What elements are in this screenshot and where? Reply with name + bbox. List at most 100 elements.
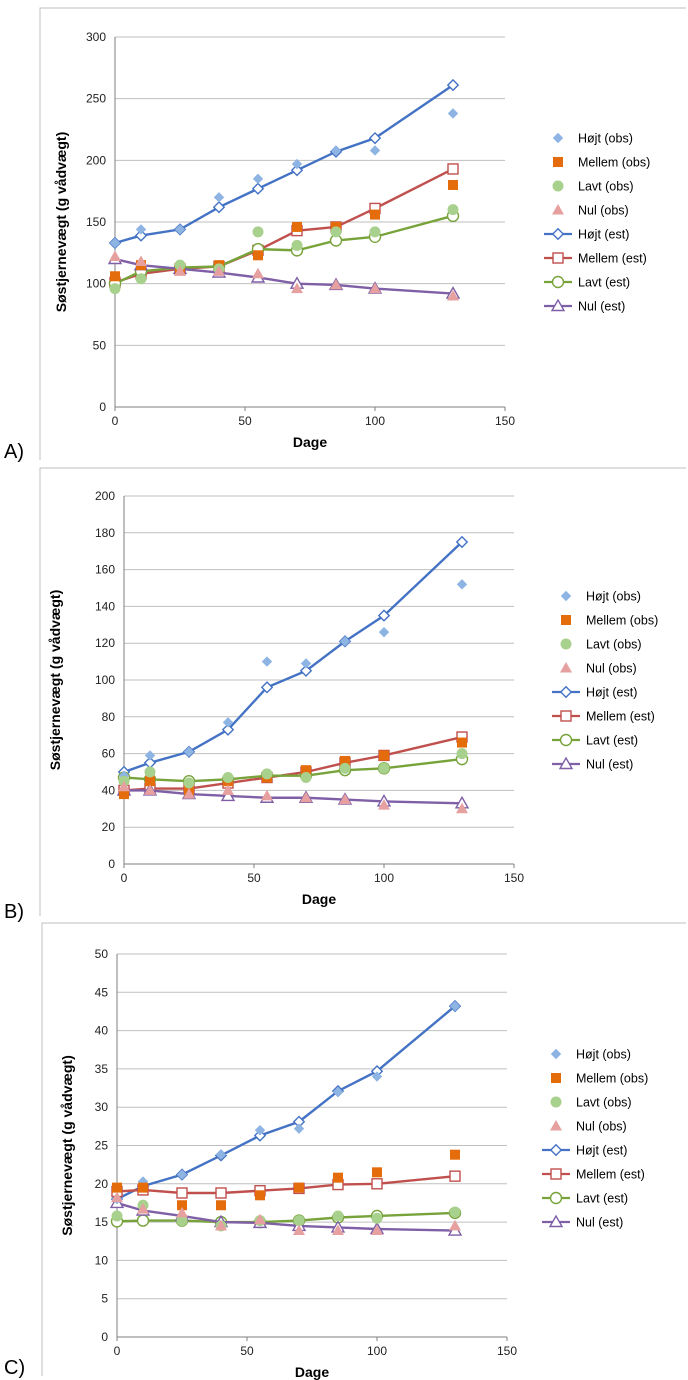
chart-c-legend-marker (548, 1214, 564, 1228)
chart-b-legend-item: Højt (obs) (560, 590, 641, 604)
chart-b-legend-item: Lavt (est) (552, 734, 638, 748)
chart-a-point-hojt-obs (291, 158, 303, 170)
chart-c-point-lavt-obs (449, 1206, 461, 1218)
chart-c-legend-marker (550, 1096, 562, 1108)
chart-c-ytick-label: 25 (95, 1139, 109, 1153)
chart-a-line-mellem-est (114, 167, 454, 284)
chart-b-point-nul-obs (222, 784, 234, 795)
chart-b-legend-item: Mellem (est) (552, 710, 655, 724)
chart-c-point-nul-obs (215, 1219, 227, 1231)
chart-c-legend-item: Mellem (obs) (551, 1072, 648, 1086)
chart-b-point-mellem-obs (457, 737, 467, 748)
chart-a-legend-label: Højt (est) (578, 228, 629, 242)
chart-c-point-lavt-est (136, 1214, 150, 1227)
chart-a-series-hojt-obs (109, 108, 459, 249)
chart-c-point-hojt-obs (137, 1176, 149, 1187)
chart-b-legend-label: Nul (obs) (586, 662, 637, 676)
chart-b-legend-label: Mellem (obs) (586, 614, 658, 628)
chart-a-point-hojt-obs (135, 224, 147, 235)
chart-c-legend-item: Nul (est) (542, 1214, 623, 1230)
chart-a-legend-marker (552, 180, 564, 192)
chart-a-ytick-label: 150 (86, 215, 106, 229)
chart-c-ytick-label: 50 (95, 947, 109, 961)
chart-a-point-mellem-obs (110, 271, 120, 282)
chart-c-line-hojt-est (116, 1005, 456, 1201)
chart-a-series-nul-obs (109, 250, 459, 301)
chart-c-ytick-label: 30 (95, 1100, 109, 1114)
chart-c-point-mellem-obs (333, 1172, 343, 1183)
chart-b-point-hojt-obs (300, 658, 312, 669)
chart-a-legend-item: Mellem (est) (544, 252, 647, 266)
chart-a-point-lavt-obs (447, 204, 459, 216)
chart-c-point-hojt-obs (215, 1149, 227, 1160)
chart-c-legend-label: Lavt (obs) (576, 1096, 632, 1110)
chart-c-point-nul-obs (371, 1224, 383, 1236)
chart-a-legend-marker (552, 252, 564, 264)
chart-b-point-mellem-obs (145, 776, 155, 787)
chart-c-point-mellem-obs (138, 1182, 148, 1193)
chart-c-series-nul-est (109, 1195, 463, 1236)
chart-b-point-nul-obs (378, 799, 390, 810)
chart-c-legend: Højt (obs) Mellem (obs) Lavt (obs) Nul (obs… (542, 1048, 648, 1230)
chart-a-point-mellem-obs (253, 250, 263, 261)
chart-b-ytick-label: 200 (95, 489, 115, 503)
chart-a-legend-label: Lavt (est) (578, 276, 630, 290)
chart-c-legend-item: Højt (obs) (550, 1048, 631, 1062)
chart-b-legend-label: Lavt (obs) (586, 638, 642, 652)
chart-a-legend-label: Mellem (est) (578, 252, 647, 266)
chart-a-point-hojt-est (368, 131, 382, 145)
chart-c-ytick-label: 10 (95, 1253, 109, 1267)
chart-b-line-nul-est (124, 789, 463, 805)
chart-c-point-hojt-obs (371, 1071, 383, 1082)
chart-c-point-nul-obs (254, 1213, 266, 1225)
chart-b-ytick-label: 20 (102, 820, 116, 834)
chart-b-legend-item: Nul (est) (552, 756, 633, 772)
chart-b-point-lavt-obs (339, 762, 351, 774)
chart-b-legend-label: Højt (obs) (586, 590, 641, 604)
chart-c-series-hojt-est (110, 999, 462, 1206)
chart-a-point-hojt-obs (447, 108, 459, 119)
chart-c-y-axis-title: Søstjernevægt (g vådvægt) (59, 1055, 75, 1235)
chart-b-ytick-label: 40 (102, 783, 116, 797)
chart-panel-c: 0 5 10 15 20 25 30 35 40 45 50 0 50 100 150 Dage Søstjer… (0, 920, 688, 1380)
chart-b-point-hojt-obs (183, 746, 195, 757)
chart-c-frame (41, 922, 686, 1376)
chart-a-legend-item: Lavt (obs) (552, 180, 634, 194)
chart-b-point-mellem-obs (119, 789, 129, 800)
chart-b-ytick-label: 80 (102, 710, 116, 724)
panel-label-a: A) (4, 441, 24, 463)
chart-c-point-lavt-obs (293, 1215, 305, 1227)
chart-a-point-nul-obs (252, 267, 264, 279)
chart-a-ytick-label: 100 (86, 277, 106, 291)
chart-b-legend-marker (560, 638, 572, 650)
chart-c-legend-label: Nul (obs) (576, 1120, 627, 1134)
chart-c-series-hojt-obs (111, 1000, 461, 1205)
chart-a-point-mellem-obs (448, 180, 458, 190)
chart-b-legend-item: Mellem (obs) (561, 614, 658, 628)
chart-b-point-hojt-obs (339, 636, 351, 647)
chart-b-legend-item: Højt (est) (552, 686, 637, 700)
chart-b-ytick-label: 180 (95, 526, 115, 540)
chart-a-legend-item: Nul (est) (544, 298, 625, 314)
chart-a-legend-marker (553, 157, 563, 167)
chart-b-point-nul-obs (183, 788, 195, 799)
chart-c-xtick-label: 100 (367, 1344, 387, 1358)
chart-c-xtick-label: 0 (114, 1344, 121, 1358)
chart-b-point-nul-obs (144, 784, 156, 795)
chart-a-legend-label: Nul (est) (578, 300, 625, 314)
chart-c-ytick-label: 45 (95, 985, 109, 999)
chart-b-y-axis-title: Søstjernevægt (g vådvægt) (47, 590, 63, 770)
chart-b-point-hojt-obs (378, 626, 390, 638)
chart-b-legend-marker (558, 756, 574, 770)
chart-c-point-nul-obs (332, 1224, 344, 1236)
chart-c-point-mellem-obs (450, 1149, 460, 1160)
chart-a-point-hojt-obs (174, 224, 186, 235)
chart-a-point-nul-obs (109, 250, 121, 262)
chart-a-ytick-label: 0 (99, 400, 106, 414)
chart-b-point-nul-obs (300, 791, 312, 803)
chart-a-legend-label: Nul (obs) (578, 204, 629, 218)
chart-b-legend: Højt (obs) Mellem (obs) Lavt (obs) Nul (obs… (552, 590, 658, 772)
chart-b-legend-marker (560, 662, 572, 673)
chart-a-legend: Højt (obs) Mellem (obs) Lavt (obs) Nul (obs… (544, 132, 650, 314)
chart-b-point-nul-est (220, 788, 236, 802)
